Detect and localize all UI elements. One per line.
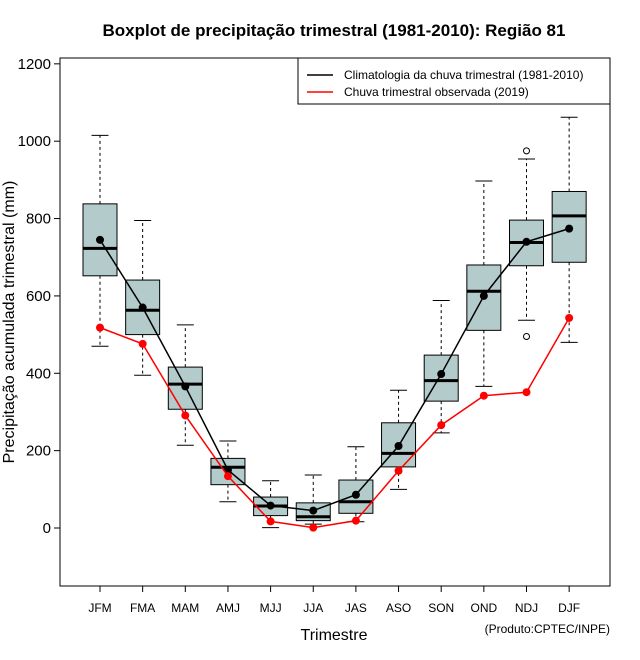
series-line-climatology <box>99 227 570 512</box>
series-point-climatology <box>181 382 190 391</box>
series-point-climatology <box>565 224 574 233</box>
box-son <box>423 300 459 434</box>
legend-box <box>297 57 611 105</box>
y-tick-label: 800 <box>26 211 51 228</box>
series-point-climatology <box>96 235 104 244</box>
outlier-point <box>523 333 530 341</box>
series-point-climatology <box>138 303 147 312</box>
x-tick-label: JFM <box>88 601 111 615</box>
box-ond <box>466 180 502 387</box>
legend: Climatologia da chuva trimestral (1981-2… <box>297 57 611 105</box>
y-axis: 0 200 400 600 800 1000 1200 <box>18 56 60 537</box>
series-point-observed <box>351 516 360 525</box>
x-tick-label: JJA <box>303 601 323 615</box>
series-point-observed <box>138 339 147 348</box>
series-point-climatology <box>522 237 531 246</box>
series-climatology <box>96 224 574 515</box>
x-tick-label: JAS <box>345 601 367 615</box>
series-point-observed <box>266 517 275 526</box>
x-tick-label: ASO <box>386 601 411 615</box>
series-point-observed <box>181 411 190 420</box>
box-fma <box>125 219 161 376</box>
series-line-observed <box>99 317 570 529</box>
series-point-climatology <box>266 501 275 510</box>
legend-label-climatology: Climatologia da chuva trimestral (1981-2… <box>344 68 583 82</box>
x-tick-label: AMJ <box>216 601 240 615</box>
series-point-observed <box>96 323 104 332</box>
y-tick-label: 400 <box>26 365 51 382</box>
credit-text: (Produto:CPTEC/INPE) <box>485 622 610 636</box>
y-tick-label: 600 <box>26 288 51 305</box>
y-tick-label: 200 <box>26 443 51 460</box>
x-tick-label: SON <box>428 601 454 615</box>
series-point-observed <box>522 388 531 397</box>
boxplot-boxes <box>82 116 587 529</box>
y-tick-label: 0 <box>43 520 51 537</box>
chart-title: Boxplot de precipitação trimestral (1981… <box>103 21 566 40</box>
y-tick-label: 1200 <box>18 56 51 73</box>
series-point-climatology <box>394 441 403 450</box>
y-tick-label: 1000 <box>18 133 51 150</box>
series-point-observed <box>223 472 232 481</box>
series-point-observed <box>309 523 318 532</box>
y-axis-label: Precipitação acumulada trimestral (mm) <box>1 181 18 464</box>
series-point-observed <box>437 421 446 430</box>
x-tick-label: MJJ <box>260 601 282 615</box>
x-tick-label: FMA <box>130 601 155 615</box>
outlier-point <box>523 147 530 155</box>
series-point-climatology <box>437 370 446 379</box>
x-tick-label: OND <box>471 601 498 615</box>
series-point-observed <box>479 391 488 400</box>
x-tick-label: MAM <box>171 601 199 615</box>
series-point-climatology <box>479 291 488 300</box>
legend-label-observed: Chuva trimestral observada (2019) <box>344 85 529 99</box>
box-jja <box>295 474 331 525</box>
series-point-climatology <box>351 490 360 499</box>
series-lines <box>96 224 574 532</box>
x-tick-label: DJF <box>558 601 580 615</box>
series-point-climatology <box>309 506 318 515</box>
series-point-climatology <box>223 465 232 474</box>
x-tick-label: NDJ <box>515 601 538 615</box>
series-observed <box>96 313 574 532</box>
series-point-observed <box>394 466 403 475</box>
series-point-observed <box>565 313 574 322</box>
x-axis: JFM FMA MAM AMJ MJJ JJA JAS ASO SON OND NDJ DJF <box>88 586 580 615</box>
box-jas <box>338 446 374 523</box>
x-axis-label: Trimestre <box>301 627 368 644</box>
